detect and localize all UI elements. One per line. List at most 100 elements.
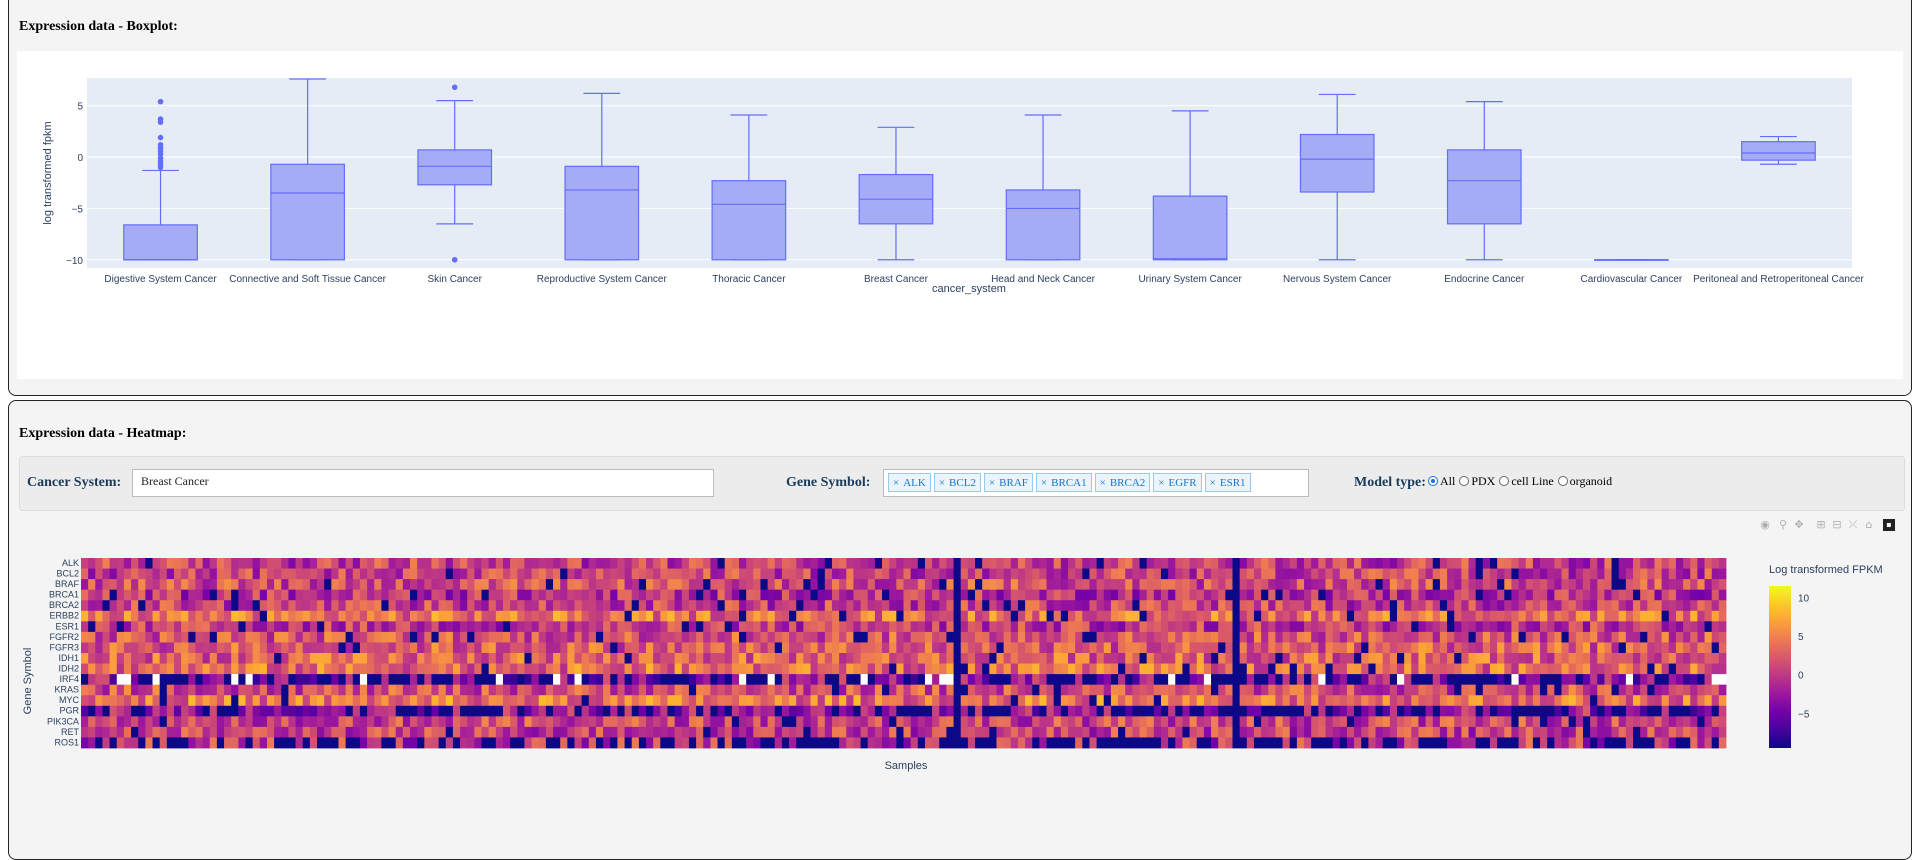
gene-chip[interactable]: × ESR1	[1204, 473, 1251, 492]
heatmap-cell	[1010, 695, 1019, 707]
zoom-in-icon[interactable]: ⊞	[1816, 518, 1826, 531]
heatmap-cell	[1311, 610, 1319, 622]
heatmap-cell	[1425, 737, 1434, 749]
autoscale-icon[interactable]: ⤫	[1848, 518, 1858, 531]
heatmap-cell	[882, 737, 890, 749]
remove-chip-icon[interactable]: ×	[1040, 477, 1048, 489]
boxplot-x-tick-label: Breast Cancer	[864, 274, 929, 285]
gene-chip[interactable]: × ALK	[888, 473, 931, 492]
heatmap-cell	[123, 642, 132, 654]
gene-chip[interactable]: × EGFR	[1153, 473, 1202, 492]
heatmap-cell	[1354, 716, 1362, 728]
cancer-system-input[interactable]: Breast Cancer	[132, 469, 714, 497]
heatmap-cell	[252, 674, 261, 686]
heatmap-cell	[195, 600, 203, 612]
heatmap-cell	[1068, 674, 1076, 686]
heatmap-cell	[1075, 600, 1083, 612]
heatmap-cell	[603, 579, 611, 591]
heatmap-cell	[560, 631, 568, 643]
heatmap-cell	[789, 653, 797, 664]
heatmap-cell	[474, 642, 482, 654]
camera-icon[interactable]: ◉	[1760, 518, 1770, 531]
heatmap-cell	[1232, 716, 1241, 728]
heatmap-cell	[131, 642, 139, 654]
heatmap-cell	[831, 568, 840, 580]
heatmap-cell	[467, 705, 475, 717]
home-icon[interactable]: ⌂	[1865, 518, 1873, 531]
heatmap-cell	[1633, 631, 1641, 643]
remove-chip-icon[interactable]: ×	[1158, 477, 1165, 489]
heatmap-cell	[1611, 663, 1620, 675]
pan-icon[interactable]: ✥	[1794, 518, 1804, 531]
cancer-system-label: Cancer System:	[27, 475, 122, 490]
model-type-radio[interactable]	[1428, 476, 1438, 486]
remove-chip-icon[interactable]: ×	[988, 477, 996, 489]
heatmap-cell	[209, 558, 218, 569]
plotly-logo-icon[interactable]: ▪	[1883, 519, 1895, 531]
heatmap-cell	[1540, 716, 1548, 728]
gene-chip[interactable]: × BRCA2	[1094, 473, 1151, 492]
heatmap-cell	[531, 558, 540, 569]
heatmap-cell	[288, 631, 296, 643]
heatmap-cell	[1425, 600, 1434, 612]
model-type-radio[interactable]	[1557, 476, 1568, 486]
heatmap-cell	[216, 621, 225, 633]
heatmap-cell	[402, 674, 411, 686]
heatmap-cell	[1418, 653, 1427, 664]
heatmap-cell	[131, 716, 139, 728]
heatmap-cell	[245, 610, 254, 622]
model-type-radio[interactable]	[1499, 476, 1510, 486]
heatmap-cell	[1432, 600, 1441, 612]
gene-symbol-multiselect[interactable]: × ALK × BCL2 × BRAF × BRCA1 × BRCA2 × EGFR × ESR1	[883, 469, 1309, 497]
heatmap-cell	[824, 705, 833, 717]
heatmap-gene-label: PGR	[59, 706, 79, 716]
heatmap-cell	[631, 716, 640, 728]
boxplot-x-tick-label: Digestive System Cancer	[104, 274, 217, 285]
heatmap-cell	[266, 663, 275, 675]
heatmap-cell	[817, 610, 826, 622]
heatmap-cell	[281, 631, 289, 643]
heatmap-cell	[116, 589, 125, 601]
gene-chip[interactable]: × BRCA1	[1035, 473, 1092, 492]
heatmap-cell	[1060, 621, 1069, 633]
heatmap-cell	[874, 610, 883, 622]
heatmap-cell	[1010, 674, 1019, 686]
heatmap-cell	[1017, 610, 1026, 622]
heatmap-cell	[452, 631, 461, 643]
gene-chip[interactable]: × BCL2	[933, 473, 981, 492]
remove-chip-icon[interactable]: ×	[938, 477, 946, 489]
heatmap-cell	[1082, 631, 1090, 643]
heatmap-cell	[810, 726, 819, 738]
heatmap-cell	[1039, 705, 1047, 717]
heatmap-cell	[1382, 716, 1391, 728]
model-type-radio[interactable]	[1459, 476, 1470, 486]
heatmap-cell	[302, 621, 311, 633]
heatmap-cell	[245, 663, 254, 675]
heatmap-cell	[495, 726, 504, 738]
heatmap-cell	[1404, 684, 1412, 696]
heatmap-cell	[288, 589, 296, 601]
remove-chip-icon[interactable]: ×	[1209, 477, 1216, 489]
heatmap-cell	[696, 589, 704, 601]
heatmap-cell	[88, 579, 96, 591]
heatmap-cell	[1003, 642, 1012, 654]
box-iqr	[270, 163, 345, 261]
gene-chip[interactable]: × BRAF	[983, 473, 1033, 492]
heatmap-cell	[481, 674, 490, 686]
heatmap-cell	[495, 600, 504, 612]
heatmap-cell	[1332, 568, 1341, 580]
zoom-icon[interactable]: ⚲	[1778, 518, 1788, 531]
heatmap-cell	[989, 558, 997, 569]
heatmap-cell	[839, 610, 847, 622]
heatmap-cell	[1454, 631, 1462, 643]
heatmap-cell	[152, 558, 161, 569]
heatmap-cell	[1032, 589, 1040, 601]
heatmap-cell	[159, 642, 168, 654]
zoom-out-icon[interactable]: ⊟	[1832, 518, 1842, 531]
remove-chip-icon[interactable]: ×	[893, 477, 900, 489]
heatmap-cell	[1418, 684, 1427, 696]
heatmap-cell	[338, 674, 347, 686]
boxplot-y-ticks: −10−505	[66, 102, 83, 267]
heatmap-cell	[1432, 695, 1441, 707]
remove-chip-icon[interactable]: ×	[1099, 477, 1106, 489]
